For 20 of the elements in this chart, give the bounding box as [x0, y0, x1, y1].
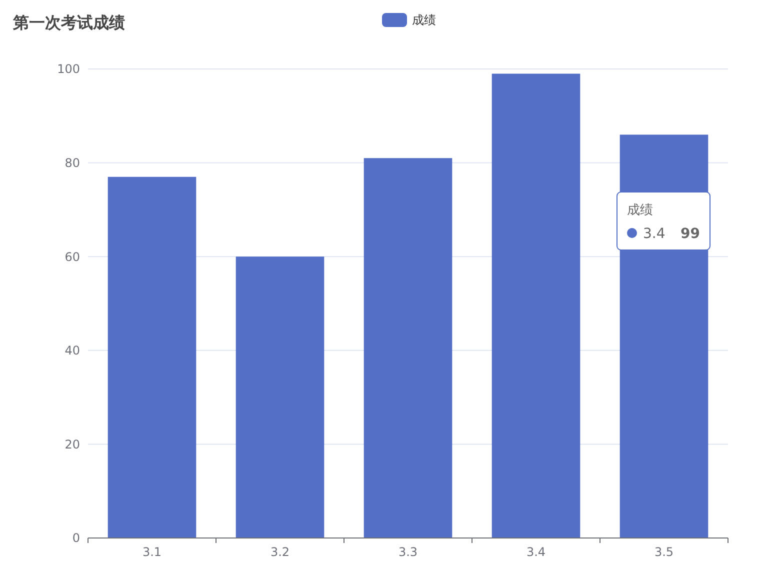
x-tick-label: 3.3	[398, 545, 418, 559]
x-tick-label: 3.1	[142, 545, 162, 559]
bar	[236, 256, 324, 538]
y-tick-label: 100	[57, 62, 80, 76]
y-tick-label: 60	[64, 250, 80, 264]
y-tick-label: 80	[64, 156, 80, 170]
annotation: 3.4	[643, 226, 666, 242]
y-tick-label: 20	[64, 437, 80, 452]
legend-label: 成绩	[412, 13, 436, 28]
bar	[364, 158, 452, 538]
y-tick-label: 40	[64, 344, 80, 358]
bar	[108, 176, 196, 538]
y-tick-label: 0	[72, 531, 80, 546]
bar	[492, 74, 580, 538]
x-tick-label: 3.4	[526, 545, 546, 559]
x-tick-label: 3.5	[654, 545, 674, 559]
chart-title: 第一次考试成绩	[12, 13, 125, 32]
annotation: 99	[680, 226, 700, 242]
annotation: 成绩	[627, 203, 653, 218]
x-tick-label: 3.2	[270, 545, 290, 559]
